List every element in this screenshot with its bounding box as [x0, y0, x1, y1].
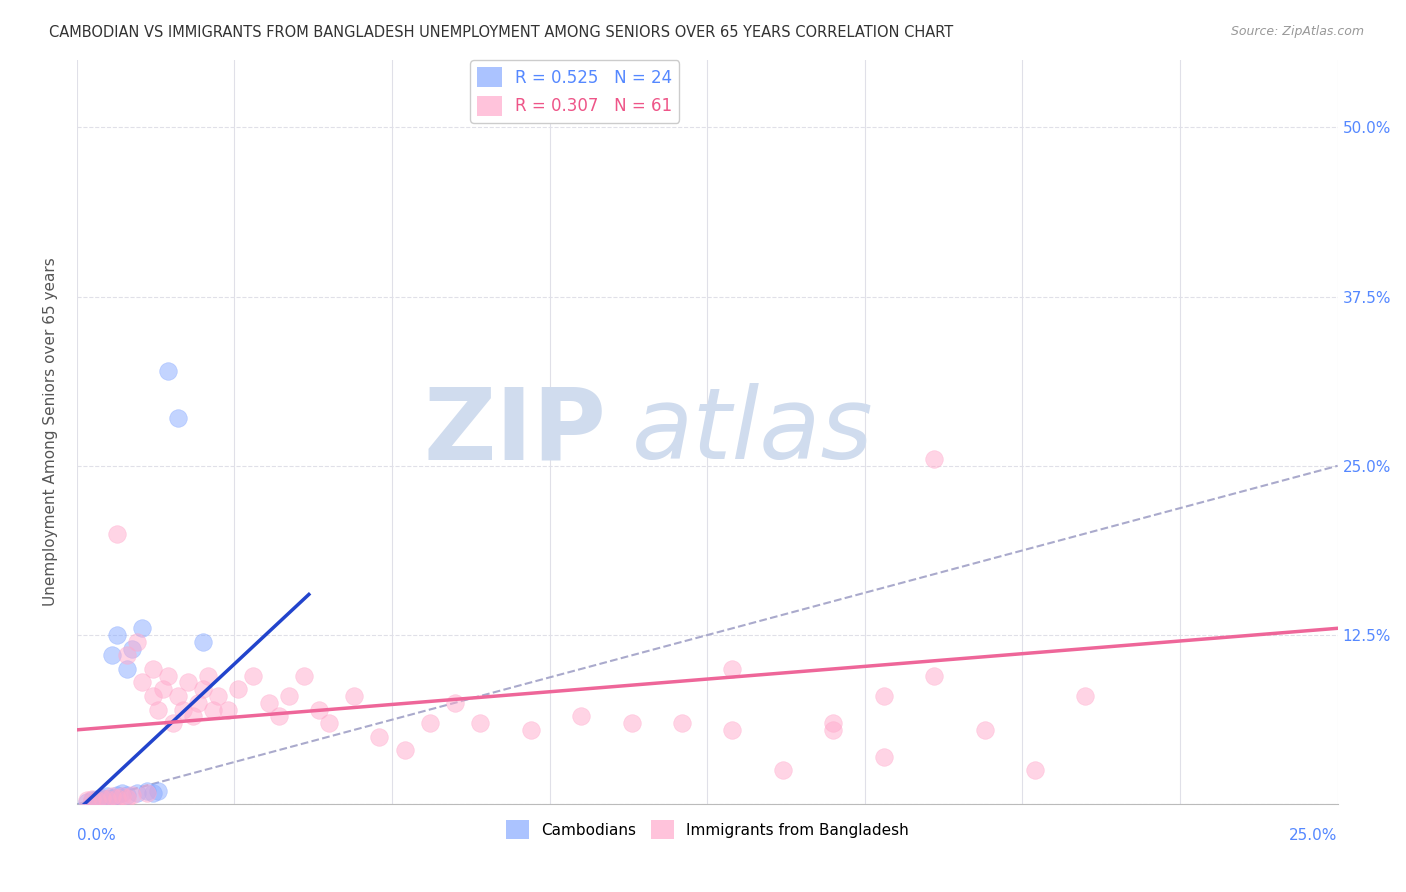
Point: [86, 793, 108, 807]
Point: [343, 689, 366, 703]
Point: [131, 675, 153, 690]
Point: [96, 792, 118, 806]
Point: [105, 628, 128, 642]
Point: [111, 789, 134, 804]
Point: [1074, 689, 1097, 703]
Point: [91, 790, 114, 805]
Point: [152, 682, 174, 697]
Point: [202, 702, 225, 716]
Point: [136, 787, 159, 801]
Point: [267, 709, 290, 723]
Point: [217, 702, 239, 716]
Point: [394, 743, 416, 757]
Point: [242, 668, 264, 682]
Point: [105, 526, 128, 541]
Legend: Cambodians, Immigrants from Bangladesh: Cambodians, Immigrants from Bangladesh: [499, 814, 915, 845]
Point: [721, 662, 744, 676]
Point: [131, 621, 153, 635]
Point: [117, 788, 139, 802]
Point: [156, 364, 179, 378]
Point: [101, 648, 124, 663]
Point: [419, 716, 441, 731]
Point: [823, 723, 845, 737]
Text: 0.0%: 0.0%: [77, 828, 115, 843]
Point: [292, 668, 315, 682]
Point: [127, 635, 149, 649]
Point: [277, 689, 299, 703]
Point: [105, 788, 128, 802]
Point: [111, 787, 134, 801]
Text: atlas: atlas: [631, 384, 873, 481]
Point: [187, 696, 209, 710]
Text: ZIP: ZIP: [423, 384, 606, 481]
Point: [80, 793, 103, 807]
Point: [191, 682, 214, 697]
Point: [136, 784, 159, 798]
Point: [96, 789, 118, 804]
Point: [191, 635, 214, 649]
Point: [86, 795, 108, 809]
Point: [117, 648, 139, 663]
Point: [166, 411, 188, 425]
Point: [873, 750, 896, 764]
Point: [146, 702, 169, 716]
Point: [91, 793, 114, 807]
Point: [721, 723, 744, 737]
Point: [146, 784, 169, 798]
Point: [141, 787, 163, 801]
Text: 25.0%: 25.0%: [1289, 828, 1337, 843]
Point: [172, 702, 194, 716]
Point: [117, 790, 139, 805]
Point: [105, 790, 128, 805]
Point: [823, 716, 845, 731]
Point: [318, 716, 340, 731]
Point: [80, 792, 103, 806]
Point: [96, 792, 118, 806]
Point: [519, 723, 541, 737]
Point: [121, 788, 143, 802]
Point: [973, 723, 995, 737]
Point: [197, 668, 219, 682]
Point: [76, 795, 98, 809]
Point: [162, 716, 184, 731]
Point: [181, 709, 204, 723]
Point: [671, 716, 693, 731]
Point: [308, 702, 330, 716]
Text: CAMBODIAN VS IMMIGRANTS FROM BANGLADESH UNEMPLOYMENT AMONG SENIORS OVER 65 YEARS: CAMBODIAN VS IMMIGRANTS FROM BANGLADESH …: [49, 25, 953, 40]
Point: [101, 790, 124, 805]
Text: Source: ZipAtlas.com: Source: ZipAtlas.com: [1230, 25, 1364, 38]
Point: [470, 716, 492, 731]
Point: [177, 675, 200, 690]
Point: [873, 689, 896, 703]
Point: [922, 452, 945, 467]
Point: [1024, 764, 1046, 778]
Point: [257, 696, 280, 710]
Point: [76, 793, 98, 807]
Point: [127, 787, 149, 801]
Point: [101, 789, 124, 804]
Point: [141, 662, 163, 676]
Point: [922, 668, 945, 682]
Point: [569, 709, 592, 723]
Point: [121, 641, 143, 656]
Point: [141, 689, 163, 703]
Point: [86, 792, 108, 806]
Point: [166, 689, 188, 703]
Point: [91, 790, 114, 805]
Point: [207, 689, 229, 703]
Point: [117, 662, 139, 676]
Point: [772, 764, 794, 778]
Point: [368, 730, 391, 744]
Y-axis label: Unemployment Among Seniors over 65 years: Unemployment Among Seniors over 65 years: [44, 258, 58, 607]
Point: [620, 716, 643, 731]
Point: [156, 668, 179, 682]
Point: [444, 696, 467, 710]
Point: [226, 682, 249, 697]
